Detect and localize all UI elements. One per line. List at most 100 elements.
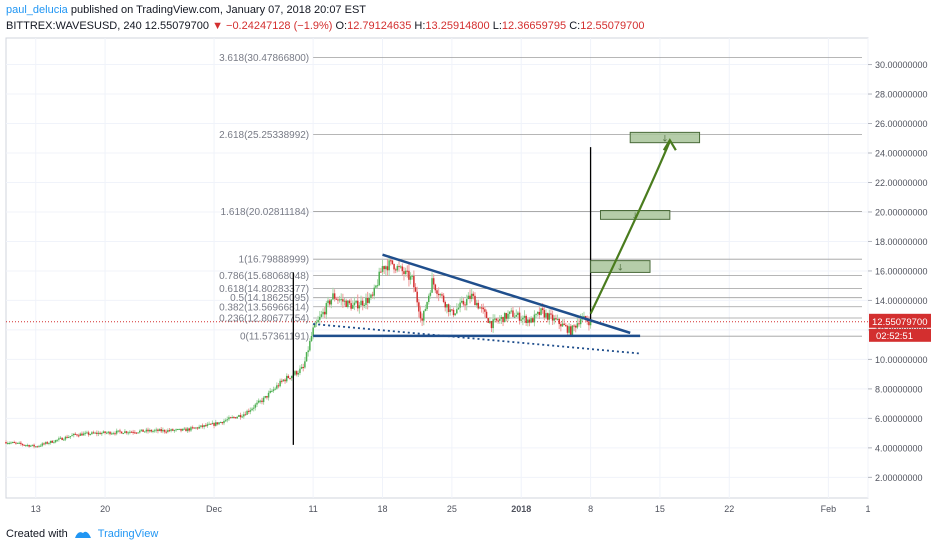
x-tick-label: 1 [865, 504, 870, 514]
candle-body [56, 439, 58, 441]
candle-body [398, 265, 400, 267]
candle-body [536, 311, 539, 314]
candle-body [368, 297, 371, 303]
candle-body [41, 443, 44, 446]
y-tick-label: 20.00000000 [875, 207, 928, 217]
x-tick-label: Dec [206, 504, 223, 514]
candle-body [401, 266, 404, 272]
candle-body [173, 430, 176, 432]
candle-body [307, 350, 309, 353]
candle-body [319, 316, 321, 320]
candle-body [315, 322, 318, 324]
candle-body [196, 427, 199, 429]
candle-body [489, 321, 491, 323]
candle-body [162, 429, 164, 432]
low-value: 12.36659795 [501, 20, 567, 32]
candle-body [469, 295, 471, 299]
candle-body [541, 308, 544, 311]
candle-body [566, 325, 569, 333]
candle-body [345, 300, 347, 307]
candle-body [358, 305, 361, 309]
candle-body [94, 432, 96, 434]
candle-body [176, 429, 179, 431]
candle-body [454, 313, 456, 316]
fib-level-label: 1.618(20.02811184) [221, 207, 310, 218]
candle-body [551, 314, 554, 321]
candle-body [282, 379, 285, 382]
candle-body [195, 427, 197, 429]
candle-body [172, 429, 174, 431]
candle-body [86, 432, 88, 434]
candle-body [479, 307, 481, 309]
candle-body [267, 392, 270, 398]
current-price-label: 12.55079700 [872, 317, 927, 328]
candle-body [300, 366, 303, 369]
candle-body [546, 313, 549, 320]
candle-body [325, 303, 328, 315]
candle-body [140, 429, 143, 431]
price-axis[interactable]: 2.00000000 4.00000000 6.00000000 8.00000000… [868, 60, 931, 483]
candle-body [553, 318, 555, 321]
candle-body [16, 442, 19, 444]
candle-body [61, 437, 63, 441]
candle-body [239, 415, 242, 418]
candle-body [281, 380, 283, 382]
candle-body [251, 408, 253, 411]
candle-body [350, 303, 352, 309]
fib-level-label: 2.618(25.25338992) [219, 130, 309, 141]
author-link[interactable]: paul_delucia [6, 4, 68, 16]
candle-body [390, 260, 392, 262]
candle-body [8, 442, 11, 444]
candle-body [193, 427, 196, 429]
candle-body [490, 321, 493, 329]
candle-body [243, 414, 245, 417]
candle-body [244, 414, 247, 416]
x-tick-label: 8 [588, 504, 593, 514]
candle-body [21, 443, 24, 445]
tradingview-brand[interactable]: TradingView [97, 528, 159, 540]
x-tick-label: 11 [308, 504, 317, 514]
candle-body [555, 318, 557, 320]
candle-body [221, 422, 224, 424]
last-price: 12.55079700 [144, 20, 209, 32]
wedge-upper-trendline [382, 253, 631, 335]
candle-body [130, 431, 133, 433]
candle-body [143, 431, 146, 433]
candle-body [347, 300, 349, 307]
candle-body [119, 430, 121, 432]
candle-body [213, 422, 215, 426]
candle-body [122, 433, 124, 435]
candle-body [586, 319, 589, 322]
candle-body [44, 442, 47, 444]
candle-body [404, 270, 407, 275]
candle-body [185, 428, 187, 432]
candle-body [26, 445, 29, 447]
candle-body [87, 432, 90, 435]
candle-body [330, 299, 333, 305]
candle-body [482, 307, 484, 310]
candle-body [266, 396, 268, 398]
candle-body [583, 316, 585, 318]
candle-body [320, 314, 323, 317]
candle-body [561, 323, 564, 327]
candle-body [465, 299, 468, 306]
candle-body [365, 297, 367, 305]
candle-body [505, 313, 508, 319]
candle-body [373, 287, 375, 296]
candle-body [545, 313, 547, 318]
candle-body [348, 300, 351, 304]
x-tick-label: 20 [100, 504, 110, 514]
candle-body [492, 319, 494, 329]
candle-body [515, 314, 518, 317]
candle-body [528, 319, 531, 323]
time-axis[interactable]: 13 20 Dec 11 18 25 2018 8 15 22 Feb 1 [31, 504, 871, 514]
candle-body [370, 294, 372, 298]
candle-body [426, 301, 428, 310]
candle-body [210, 423, 212, 425]
candle-body [327, 300, 329, 304]
candle-body [560, 324, 562, 327]
candle-body [71, 435, 73, 437]
candle-body [23, 444, 25, 446]
candle-body [396, 265, 399, 271]
